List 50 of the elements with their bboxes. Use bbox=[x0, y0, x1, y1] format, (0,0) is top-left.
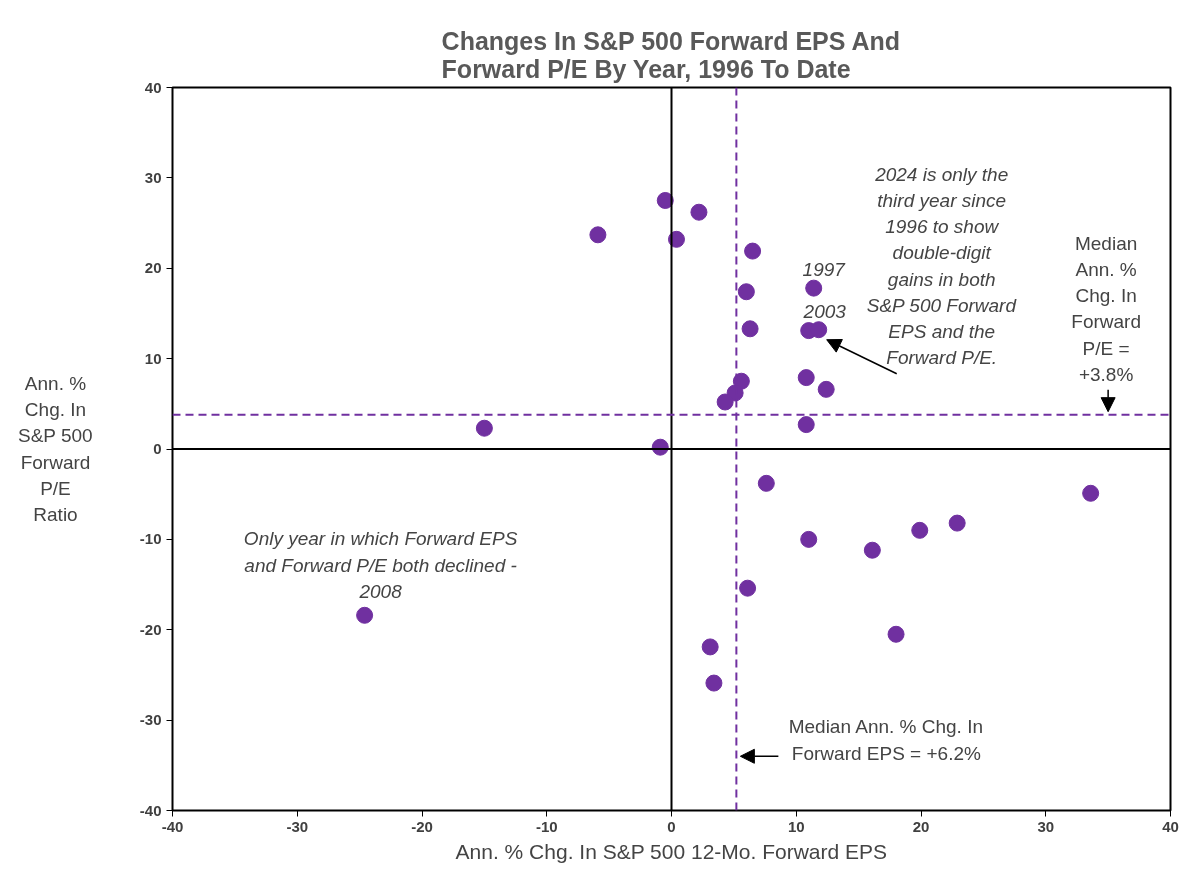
point bbox=[800, 530, 818, 548]
point bbox=[701, 638, 719, 656]
point bbox=[911, 521, 929, 539]
y-tick-label: -20 bbox=[139, 620, 162, 638]
point bbox=[739, 579, 757, 597]
point bbox=[757, 474, 775, 492]
y-tick-label: -30 bbox=[139, 711, 162, 729]
y-tick-label: -10 bbox=[139, 530, 162, 548]
y-tick-label: 30 bbox=[144, 168, 162, 186]
x-tick-label: 30 bbox=[1037, 817, 1055, 835]
x-tick-label: 10 bbox=[787, 817, 805, 835]
point bbox=[656, 191, 674, 209]
point bbox=[887, 625, 905, 643]
chart-title: Changes In S&P 500 Forward EPS And Forward P/E By Year, 1996 To Date bbox=[441, 26, 901, 83]
point bbox=[817, 380, 835, 398]
annotation: 1997 bbox=[802, 259, 847, 281]
point bbox=[797, 369, 815, 387]
point bbox=[805, 279, 823, 297]
point bbox=[716, 393, 734, 411]
annotation: 2024 is only the third year since 1996 to show double-digit gains in both S&P 500 Forward EPS and the Forward P/E. bbox=[866, 163, 1018, 369]
y-axis-title: Ann. % Chg. In S&P 500 Forward P/E Ratio bbox=[18, 372, 93, 526]
point bbox=[863, 541, 881, 559]
point bbox=[948, 514, 966, 532]
x-tick-label: -30 bbox=[286, 817, 309, 835]
point bbox=[1082, 484, 1100, 502]
point bbox=[744, 242, 762, 260]
x-tick-label: 40 bbox=[1162, 817, 1179, 835]
x-tick-label: -10 bbox=[535, 817, 558, 835]
point bbox=[356, 606, 374, 624]
y-tick-label: 10 bbox=[144, 349, 162, 367]
annotation: Median Ann. % Chg. In Forward EPS = +6.2% bbox=[788, 716, 984, 764]
y-tick-label: 20 bbox=[144, 259, 162, 277]
point bbox=[589, 226, 607, 244]
point bbox=[741, 320, 759, 338]
y-tick-label: 40 bbox=[144, 78, 162, 96]
y-tick-label: 0 bbox=[153, 440, 162, 457]
point bbox=[690, 203, 708, 221]
point bbox=[797, 416, 815, 434]
x-tick-label: -20 bbox=[411, 817, 433, 835]
x-tick-label: -40 bbox=[161, 817, 184, 835]
point bbox=[737, 283, 755, 301]
annotation: Only year in which Forward EPS and Forward P/E both declined - 2008 bbox=[243, 528, 518, 602]
point bbox=[705, 674, 723, 692]
x-tick-label: 0 bbox=[667, 817, 676, 835]
annotation: 2003 bbox=[802, 300, 847, 322]
y-tick-label: -40 bbox=[139, 801, 162, 819]
x-tick-label: 20 bbox=[912, 817, 930, 835]
point bbox=[475, 419, 493, 437]
annotation: Median Ann. % Chg. In Forward P/E = +3.8% bbox=[1071, 232, 1141, 385]
x-axis-title: Ann. % Chg. In S&P 500 12-Mo. Forward EPS bbox=[455, 839, 888, 863]
